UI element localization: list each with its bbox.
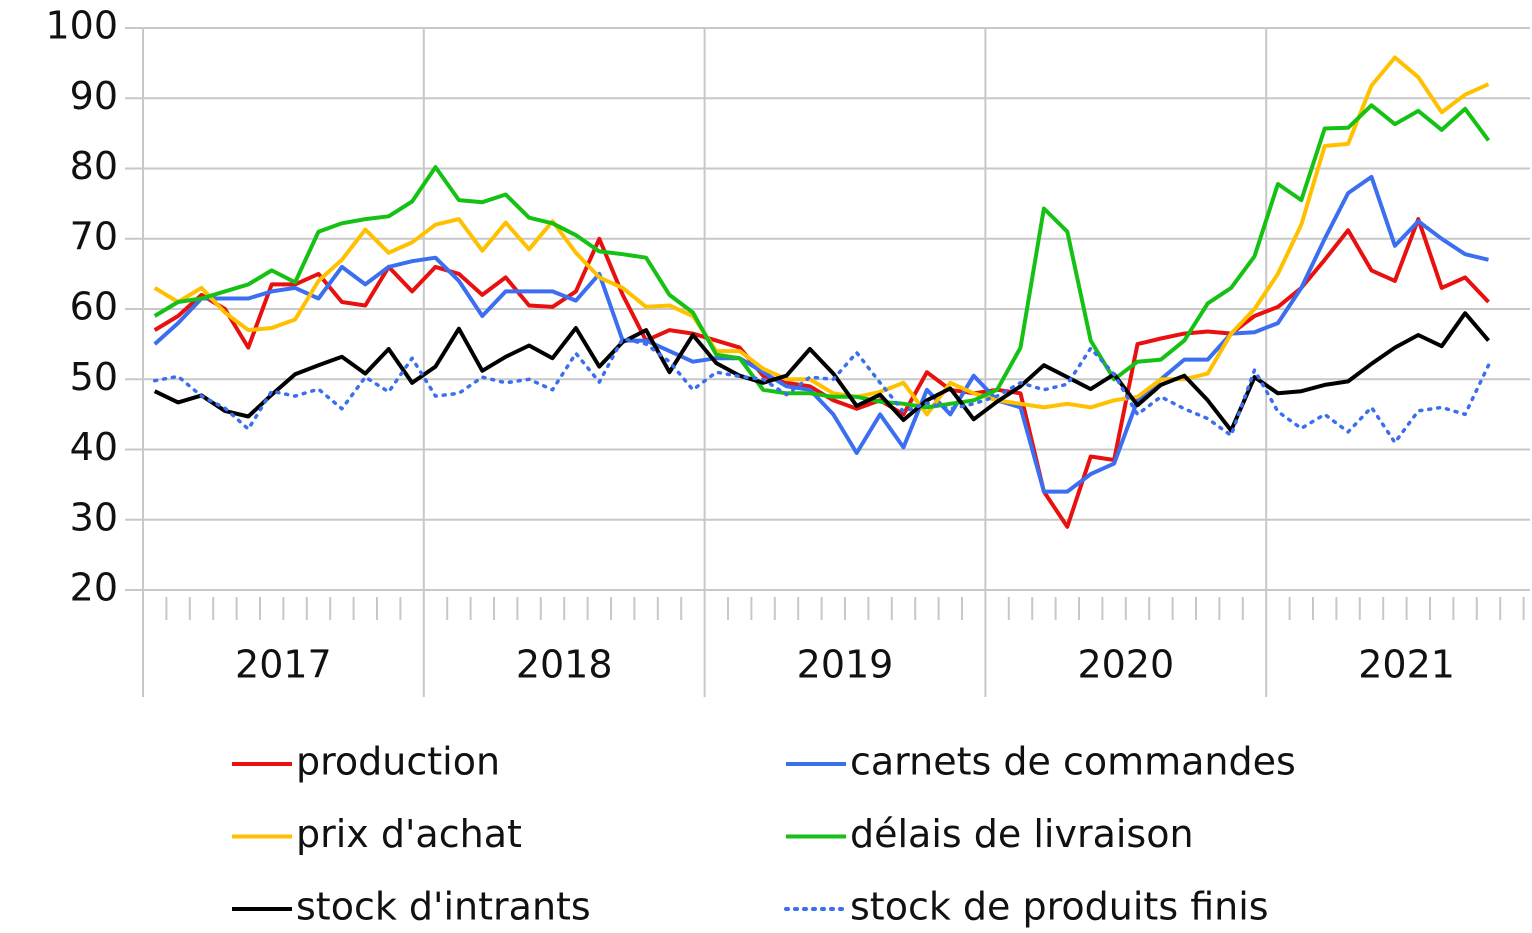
- series-line: [153, 311, 1491, 433]
- y-tick-label: 70: [70, 214, 118, 258]
- series-line: [153, 103, 1491, 410]
- y-tick-label: 20: [70, 566, 118, 610]
- series-line: [153, 217, 1490, 529]
- x-group-label: 2019: [797, 643, 894, 687]
- y-tick-label: 100: [45, 4, 118, 48]
- legend-label: production: [296, 740, 500, 784]
- x-group-label: 2018: [516, 643, 613, 687]
- legend-label: stock d'intrants: [296, 885, 591, 929]
- x-group-label: 2021: [1358, 643, 1455, 687]
- series-line: [153, 174, 1489, 494]
- y-tick-label: 80: [70, 144, 118, 188]
- legend-label: délais de livraison: [850, 812, 1194, 856]
- y-tick-label: 40: [70, 425, 118, 469]
- series-line: [152, 336, 1491, 445]
- legend-label: carnets de commandes: [850, 740, 1296, 784]
- y-tick-label: 50: [70, 355, 118, 399]
- x-group-label: 2020: [1077, 643, 1174, 687]
- series-line: [153, 55, 1490, 417]
- y-tick-label: 60: [70, 285, 118, 329]
- legend-label: prix d'achat: [296, 812, 522, 856]
- legend-label: stock de produits finis: [850, 885, 1269, 929]
- x-group-label: 2017: [235, 643, 332, 687]
- y-tick-label: 30: [70, 495, 118, 539]
- y-tick-label: 90: [70, 74, 118, 118]
